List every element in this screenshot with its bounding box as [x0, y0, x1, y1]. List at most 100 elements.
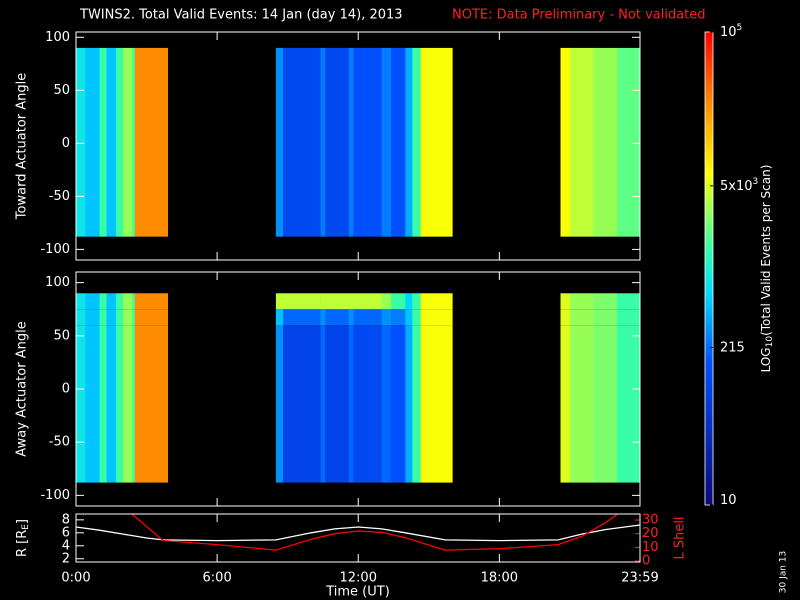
heat-cell — [282, 47, 321, 237]
colorbar-tick-label: 105 — [720, 23, 742, 40]
heat-cell — [412, 293, 421, 310]
heat-cell — [353, 293, 383, 310]
colorbar-tick-exp: 3 — [753, 176, 759, 186]
heat-cell — [123, 293, 133, 310]
plot-area — [76, 47, 640, 237]
heat-cell — [420, 309, 453, 326]
heat-cell — [76, 47, 86, 237]
heat-cell — [106, 325, 117, 483]
heat-cell — [85, 309, 100, 326]
heat-cell — [593, 47, 618, 237]
heat-cell — [420, 325, 453, 483]
heat-cell — [391, 293, 406, 310]
colorbar-tick-text: 5x10 — [720, 178, 753, 193]
y2-axis-label: L Shell — [673, 516, 688, 559]
heat-cell — [275, 293, 284, 310]
y-tick-label: 2 — [62, 551, 70, 566]
heat-cell — [282, 325, 321, 483]
heat-cell — [320, 47, 326, 237]
y-tick-label: 4 — [62, 538, 70, 553]
heat-cell — [391, 325, 406, 483]
heat-cell — [106, 309, 117, 326]
heat-cell — [106, 47, 117, 237]
plot-area — [76, 293, 640, 483]
heat-cell — [282, 309, 321, 326]
heat-cell — [420, 293, 453, 310]
y-axis-label-part: ] — [15, 519, 30, 524]
heat-cell — [593, 293, 618, 310]
heat-cell — [76, 325, 86, 483]
colorbar-label-sub: 10 — [765, 336, 775, 348]
heat-cell — [569, 47, 594, 237]
heat-cell — [99, 293, 107, 310]
y-tick-label: 0 — [62, 136, 70, 151]
heat-cell — [325, 293, 350, 310]
heat-cell — [412, 309, 421, 326]
heat-cell — [123, 47, 133, 237]
heat-cell — [381, 293, 392, 310]
heat-cell — [405, 47, 413, 237]
heat-cell — [123, 309, 133, 326]
heat-cell — [325, 47, 350, 237]
plot-area — [76, 514, 640, 551]
heat-cell — [85, 293, 100, 310]
y-tick-label: 8 — [62, 512, 70, 527]
heat-cell — [348, 47, 354, 237]
heat-cell — [616, 325, 640, 483]
heat-cell — [76, 309, 86, 326]
heat-cell — [391, 309, 406, 326]
heat-cell — [569, 293, 594, 310]
colorbar — [704, 31, 714, 506]
note: NOTE: Data Preliminary - Not validated — [452, 8, 706, 23]
y-tick-label: -50 — [49, 435, 70, 450]
y2-tick-label: 20 — [642, 526, 659, 541]
heat-cell — [132, 309, 136, 326]
y-axis-label: Toward Actuator Angle — [15, 73, 30, 220]
heat-cell — [134, 47, 169, 237]
heat-cell — [593, 309, 618, 326]
heat-cell — [99, 47, 107, 237]
heat-cell — [348, 325, 354, 483]
heat-cell — [420, 47, 453, 237]
heat-cell — [405, 325, 413, 483]
heat-cell — [76, 293, 86, 310]
heat-cell — [320, 293, 326, 310]
y-axis-label-part: R [R — [15, 530, 30, 557]
heat-cell — [353, 325, 383, 483]
series-line — [131, 514, 618, 551]
heat-cell — [85, 325, 100, 483]
heat-cell — [412, 47, 421, 237]
y-tick-label: 100 — [45, 30, 70, 45]
heat-cell — [381, 47, 392, 237]
y2-tick-label: 10 — [642, 540, 659, 555]
y-axis-label-part: E — [21, 524, 31, 530]
heat-cell — [106, 293, 117, 310]
heat-cell — [320, 325, 326, 483]
heat-cell — [134, 309, 169, 326]
heat-cell — [616, 47, 640, 237]
heat-cell — [99, 309, 107, 326]
heat-cell — [560, 309, 571, 326]
heat-cell — [412, 325, 421, 483]
colorbar-tick-text: 215 — [720, 340, 745, 355]
heat-cell — [123, 325, 133, 483]
y-axis-label: R [RE] — [15, 519, 31, 557]
series-line — [76, 524, 640, 542]
colorbar-tick-exp: 5 — [737, 23, 743, 33]
heat-cell — [593, 325, 618, 483]
heat-cell — [115, 309, 124, 326]
heat-cell — [391, 47, 406, 237]
x-tick-label: 23:59 — [621, 571, 658, 586]
heat-cell — [275, 309, 284, 326]
x-tick-label: 12:00 — [340, 571, 377, 586]
heat-cell — [132, 47, 136, 237]
heat-cell — [353, 309, 383, 326]
heat-cell — [616, 309, 640, 326]
heat-cell — [560, 293, 571, 310]
heat-cell — [132, 293, 136, 310]
heat-cell — [99, 325, 107, 483]
y2-tick-label: 0 — [642, 554, 650, 569]
x-axis-label: Time (UT) — [325, 585, 390, 600]
heat-cell — [569, 309, 594, 326]
colorbar-tick-label: 5x103 — [720, 176, 758, 193]
